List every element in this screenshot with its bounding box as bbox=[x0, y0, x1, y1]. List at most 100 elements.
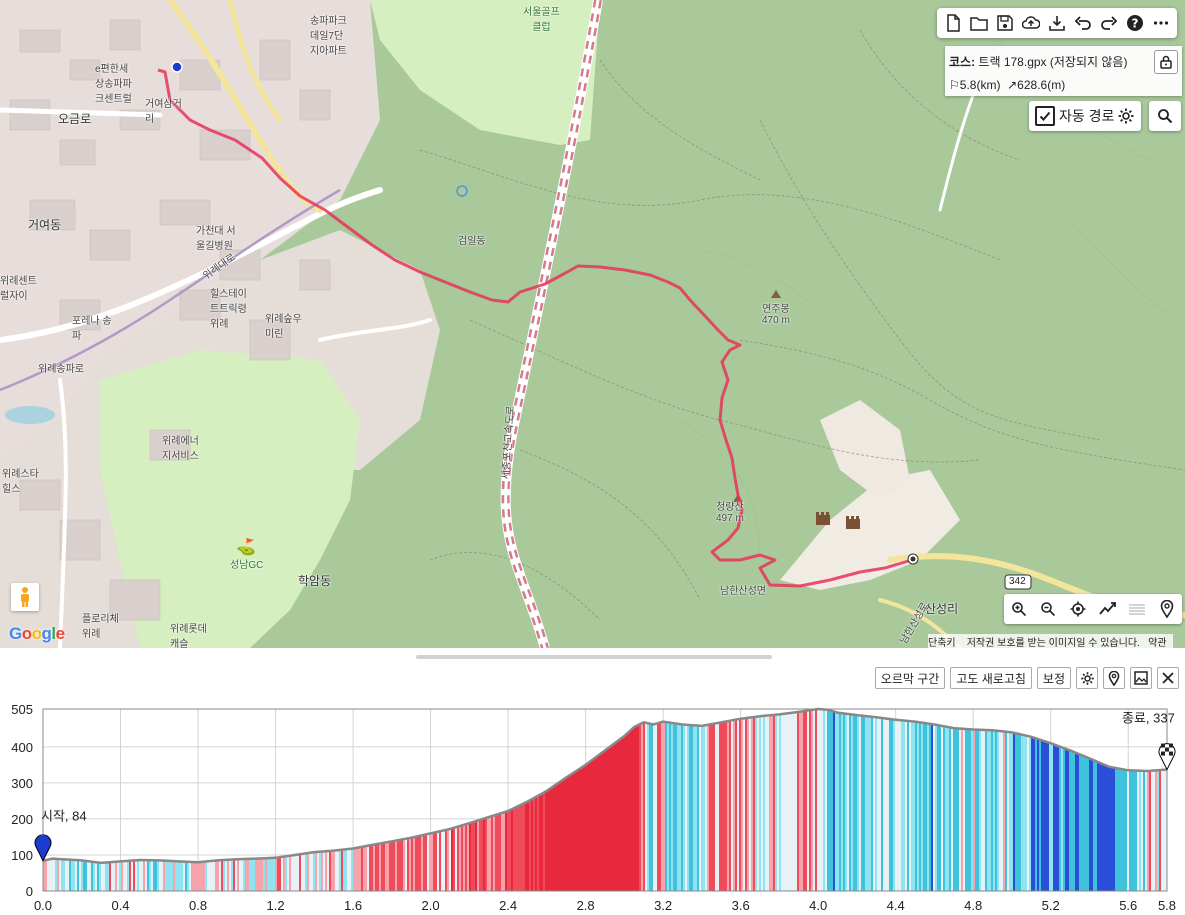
zoom-out-button[interactable] bbox=[1035, 596, 1061, 622]
slope-band bbox=[811, 709, 814, 891]
slope-band bbox=[899, 709, 902, 891]
slope-band bbox=[573, 709, 576, 891]
profile-image-button[interactable] bbox=[1130, 667, 1152, 689]
slope-band bbox=[605, 709, 608, 891]
slope-band bbox=[203, 709, 206, 891]
map-label-wirye-lotte-castle: 위례롯데 캐슬 bbox=[170, 624, 207, 648]
slope-band bbox=[643, 709, 646, 891]
map-label-songpa-parkdale: 송파파크 데일7단 지아파트 bbox=[310, 16, 347, 57]
slope-band bbox=[495, 709, 498, 891]
map-label-wirye-woomirin: 위례숲우 미린 bbox=[265, 314, 302, 340]
slope-band bbox=[927, 709, 930, 891]
slope-band bbox=[1015, 709, 1018, 891]
slope-band bbox=[1131, 709, 1134, 891]
slope-band bbox=[559, 709, 562, 891]
slope-band bbox=[541, 709, 544, 891]
undo-button[interactable] bbox=[1070, 10, 1096, 36]
marker-button[interactable] bbox=[1154, 596, 1180, 622]
slope-band bbox=[191, 709, 194, 891]
elevation-chart[interactable]: 0 100 200 300 400 505 0.0 0.4 0.8 1.2 1.6 2.0 2.4 2.… bbox=[0, 694, 1185, 915]
auto-route-settings-button[interactable] bbox=[1115, 105, 1137, 127]
slope-band bbox=[109, 709, 112, 891]
slope-band bbox=[469, 709, 472, 891]
new-file-button[interactable] bbox=[940, 10, 966, 36]
panel-splitter[interactable] bbox=[416, 655, 772, 659]
slope-band bbox=[625, 709, 628, 891]
profile-marker-button[interactable] bbox=[1103, 667, 1125, 689]
search-button[interactable] bbox=[1149, 101, 1181, 131]
auto-route-checkbox[interactable] bbox=[1035, 106, 1055, 126]
upload-cloud-button[interactable] bbox=[1018, 10, 1044, 36]
slope-band bbox=[171, 709, 174, 891]
open-button[interactable] bbox=[966, 10, 992, 36]
refresh-elevation-button[interactable]: 고도 새로고침 bbox=[950, 667, 1032, 689]
slope-band bbox=[479, 709, 482, 891]
slope-band bbox=[1063, 709, 1066, 891]
slope-band bbox=[585, 709, 588, 891]
slope-band bbox=[931, 709, 934, 891]
map-pin-icon bbox=[1160, 600, 1174, 618]
slope-band bbox=[1115, 709, 1118, 891]
lock-button[interactable] bbox=[1154, 50, 1178, 74]
profile-settings-button[interactable] bbox=[1076, 667, 1098, 689]
correct-button[interactable]: 보정 bbox=[1036, 667, 1071, 689]
slope-band bbox=[907, 709, 910, 891]
map-view[interactable]: ⛳ 서울골프 클럽 거여동 오금로 가천대 서 울길병원 힐스테이 트트릭령 위… bbox=[0, 0, 1185, 648]
slope-band bbox=[337, 709, 340, 891]
slope-band bbox=[627, 709, 630, 891]
slope-band bbox=[561, 709, 564, 891]
climb-section-button[interactable]: 오르막 구간 bbox=[874, 667, 946, 689]
x-tick-label: 0.4 bbox=[111, 898, 129, 913]
terms-link[interactable]: 약관 bbox=[1148, 638, 1167, 648]
slope-band bbox=[831, 709, 834, 891]
undo-icon bbox=[1074, 16, 1091, 30]
slope-band bbox=[765, 709, 768, 891]
x-tick-label: 1.2 bbox=[267, 898, 285, 913]
slope-band bbox=[1009, 709, 1012, 891]
slope-band bbox=[417, 709, 420, 891]
slope-band bbox=[111, 709, 114, 891]
slope-band bbox=[553, 709, 556, 891]
course-info-panel: 코스: 트랙 178.gpx (저장되지 않음) ⚐5.8(km) ↗628.6… bbox=[945, 46, 1182, 96]
slope-band bbox=[1077, 709, 1080, 891]
slope-band bbox=[467, 709, 470, 891]
slope-band bbox=[895, 709, 898, 891]
more-button[interactable] bbox=[1148, 10, 1174, 36]
slope-band bbox=[189, 709, 192, 891]
elevation-toggle-button[interactable] bbox=[1095, 596, 1121, 622]
save-button[interactable] bbox=[992, 10, 1018, 36]
chart-frame bbox=[42, 708, 1168, 892]
slope-band bbox=[769, 709, 772, 891]
zoom-in-button[interactable] bbox=[1006, 596, 1032, 622]
slope-band bbox=[693, 709, 696, 891]
slope-band bbox=[363, 709, 366, 891]
map-label-seongnam-gc: 성남GC bbox=[230, 560, 264, 571]
slope-band bbox=[349, 709, 352, 891]
slope-band bbox=[391, 709, 394, 891]
slope-band bbox=[973, 709, 976, 891]
slope-band bbox=[129, 709, 132, 891]
shortcuts-link[interactable]: 단축키 bbox=[928, 638, 956, 648]
slope-band bbox=[981, 709, 984, 891]
slope-band bbox=[407, 709, 410, 891]
slope-band bbox=[961, 709, 964, 891]
end-marker[interactable] bbox=[1158, 743, 1176, 771]
layers-button[interactable] bbox=[1124, 596, 1150, 622]
slope-band bbox=[977, 709, 980, 891]
redo-button[interactable] bbox=[1096, 10, 1122, 36]
auto-route-control[interactable]: 자동 경로 bbox=[1029, 101, 1141, 131]
slope-band bbox=[265, 709, 268, 891]
slope-band bbox=[857, 709, 860, 891]
slope-band bbox=[385, 709, 388, 891]
street-view-pegman[interactable] bbox=[11, 583, 39, 611]
my-location-button[interactable] bbox=[1065, 596, 1091, 622]
profile-close-button[interactable] bbox=[1157, 667, 1179, 689]
help-button[interactable]: ? bbox=[1122, 10, 1148, 36]
slope-band bbox=[283, 709, 286, 891]
slope-band bbox=[61, 709, 64, 891]
slope-band bbox=[601, 709, 604, 891]
download-button[interactable] bbox=[1044, 10, 1070, 36]
slope-band bbox=[599, 709, 602, 891]
slope-band bbox=[617, 709, 620, 891]
slope-band bbox=[279, 709, 282, 891]
